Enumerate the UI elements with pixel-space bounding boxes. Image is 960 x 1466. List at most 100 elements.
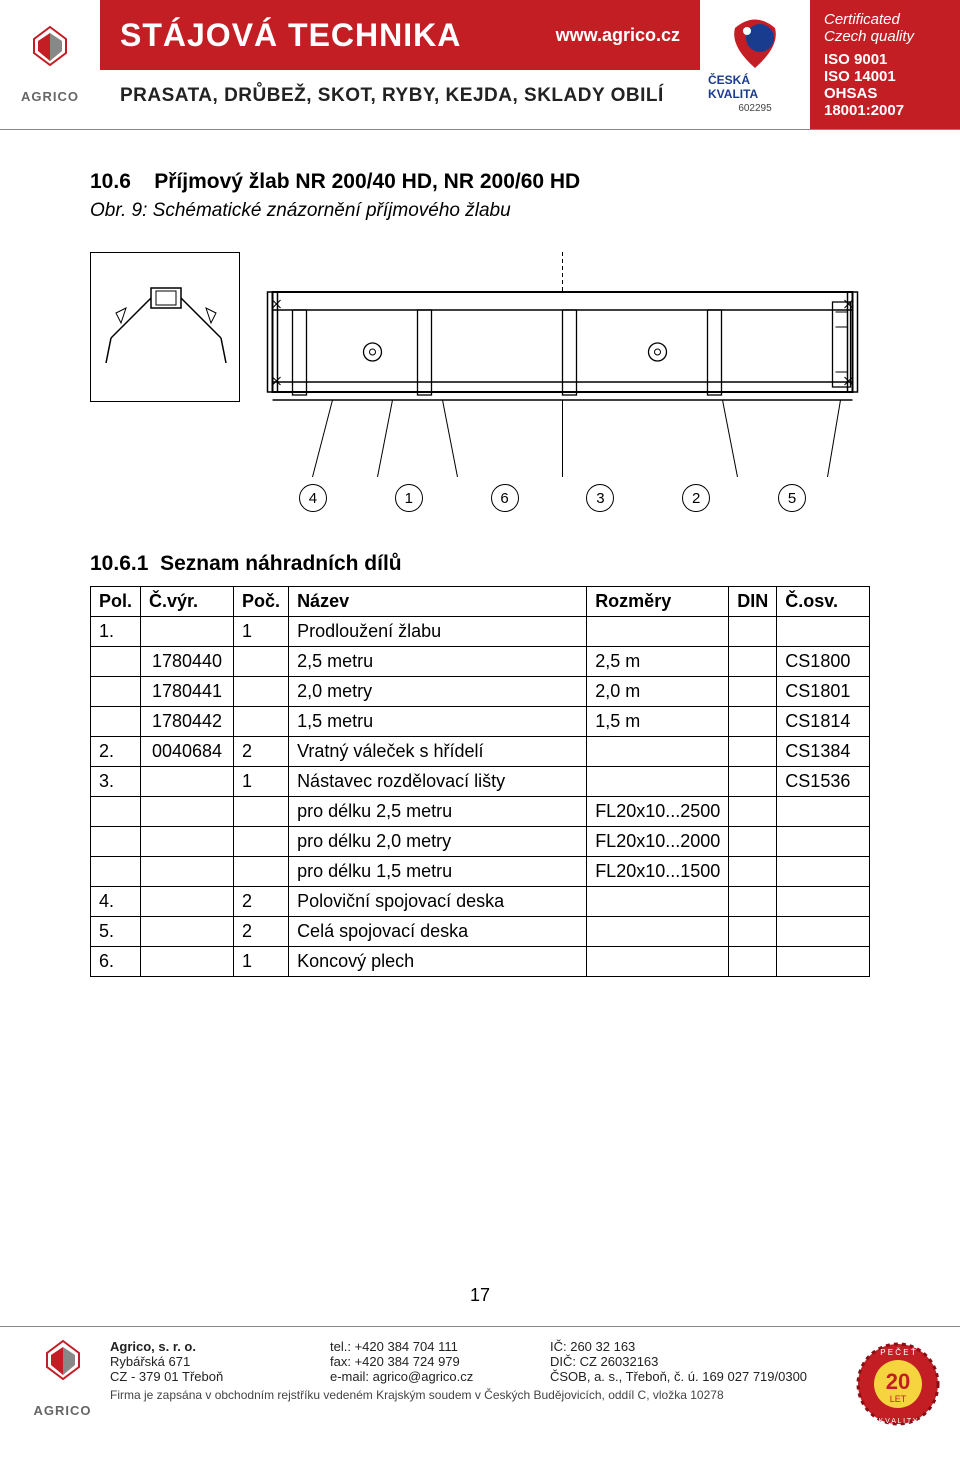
th-vyr: Č.výr.	[141, 587, 234, 617]
table-cell	[91, 797, 141, 827]
quality-badge: ČESKÁ KVALITA 602295	[700, 0, 810, 129]
table-row: 3.1Nástavec rozdělovací lištyCS1536	[91, 767, 870, 797]
table-cell: 3.	[91, 767, 141, 797]
cert-line1: Certificated	[824, 11, 946, 28]
cert-iso1: ISO 9001	[824, 51, 946, 68]
table-cell	[91, 677, 141, 707]
svg-text:K V A L I T Y: K V A L I T Y	[878, 1418, 917, 1425]
parts-table: Pol. Č.výr. Poč. Název Rozměry DIN Č.osv…	[90, 586, 870, 977]
diagram-area: 4 1 6 3 2 5	[90, 252, 870, 512]
table-cell	[729, 647, 777, 677]
parts-tbody: 1.1Prodloužení žlabu17804402,5 metru2,5 …	[91, 617, 870, 977]
table-cell: 0040684	[141, 737, 234, 767]
table-cell: 1780440	[141, 647, 234, 677]
subsection-num: 10.6.1	[90, 552, 148, 575]
table-cell: CS1384	[777, 737, 870, 767]
table-cell: 4.	[91, 887, 141, 917]
table-cell: pro délku 1,5 metru	[289, 857, 587, 887]
table-cell: 2,5 m	[587, 647, 729, 677]
footer-addr1: Rybářská 671	[110, 1354, 190, 1369]
footer-columns: Agrico, s. r. o. Rybářská 671 CZ - 379 0…	[110, 1339, 850, 1402]
quality-label: ČESKÁ KVALITA	[708, 73, 802, 101]
czech-quality-icon	[725, 16, 785, 71]
table-cell: 2,0 metry	[289, 677, 587, 707]
page-number: 17	[0, 1285, 960, 1306]
cert-iso4: 18001:2007	[824, 102, 946, 119]
table-cell: Poloviční spojovací deska	[289, 887, 587, 917]
footer-brand-text: AGRICO	[34, 1403, 92, 1418]
figure-caption: Obr. 9: Schématické znázornění příjmovéh…	[90, 200, 870, 222]
table-cell	[141, 857, 234, 887]
table-cell: pro délku 2,0 metry	[289, 827, 587, 857]
table-cell: 1	[234, 947, 289, 977]
diagram-cross-section	[90, 252, 240, 402]
table-cell	[234, 857, 289, 887]
table-cell	[234, 827, 289, 857]
banner-title: STÁJOVÁ TECHNIKA	[120, 17, 461, 54]
brand-logo-box: AGRICO	[0, 0, 100, 129]
table-row: 17804412,0 metry2,0 mCS1801	[91, 677, 870, 707]
page-content: 10.6 Příjmový žlab NR 200/40 HD, NR 200/…	[0, 130, 960, 977]
callout-row: 4 1 6 3 2 5	[255, 484, 870, 512]
table-cell	[777, 857, 870, 887]
table-cell: CS1800	[777, 647, 870, 677]
table-cell	[587, 737, 729, 767]
table-cell: 1,5 metru	[289, 707, 587, 737]
footer-col-ids: IČ: 260 32 163 DIČ: CZ 26032163 ČSOB, a.…	[550, 1339, 850, 1384]
table-cell	[141, 947, 234, 977]
table-cell: 1,5 m	[587, 707, 729, 737]
callout-2: 2	[682, 484, 710, 512]
th-naz: Název	[289, 587, 587, 617]
cert-box: Certificated Czech quality ISO 9001 ISO …	[810, 0, 960, 129]
th-poc: Poč.	[234, 587, 289, 617]
table-row: pro délku 2,5 metruFL20x10...2500	[91, 797, 870, 827]
table-cell	[729, 737, 777, 767]
th-roz: Rozměry	[587, 587, 729, 617]
table-cell: 2	[234, 887, 289, 917]
callout-5: 5	[778, 484, 806, 512]
table-cell	[587, 917, 729, 947]
table-cell	[91, 857, 141, 887]
table-cell	[729, 677, 777, 707]
table-cell	[587, 617, 729, 647]
th-pol: Pol.	[91, 587, 141, 617]
footer-logo-box: AGRICO	[15, 1339, 110, 1418]
table-cell	[234, 647, 289, 677]
page-footer: AGRICO Agrico, s. r. o. Rybářská 671 CZ …	[0, 1326, 960, 1466]
table-cell: 1	[234, 617, 289, 647]
table-row: 1.1Prodloužení žlabu	[91, 617, 870, 647]
footer-col-contact: tel.: +420 384 704 111 fax: +420 384 724…	[330, 1339, 520, 1384]
cert-line2: Czech quality	[824, 28, 946, 45]
table-cell	[234, 707, 289, 737]
table-cell: Celá spojovací deska	[289, 917, 587, 947]
table-row: 17804402,5 metru2,5 mCS1800	[91, 647, 870, 677]
table-cell	[234, 797, 289, 827]
table-cell	[777, 797, 870, 827]
th-osv: Č.osv.	[777, 587, 870, 617]
footer-email: e-mail: agrico@agrico.cz	[330, 1369, 473, 1384]
table-cell	[729, 857, 777, 887]
footer-bank: ČSOB, a. s., Třeboň, č. ú. 169 027 719/0…	[550, 1369, 807, 1384]
table-row: 2.00406842Vratný váleček s hřídelíCS1384	[91, 737, 870, 767]
table-row: pro délku 1,5 metruFL20x10...1500	[91, 857, 870, 887]
quality-number: 602295	[738, 103, 771, 114]
table-cell: 2,0 m	[587, 677, 729, 707]
brand-text: AGRICO	[21, 89, 79, 104]
table-row: 5.2Celá spojovací deska	[91, 917, 870, 947]
table-cell	[729, 707, 777, 737]
table-cell: 1780441	[141, 677, 234, 707]
table-row: 4. 2Poloviční spojovací deska	[91, 887, 870, 917]
table-cell	[729, 617, 777, 647]
table-cell: CS1814	[777, 707, 870, 737]
table-cell	[91, 827, 141, 857]
table-cell: FL20x10...2000	[587, 827, 729, 857]
subsection-title: 10.6.1 Seznam náhradních dílů	[90, 552, 870, 576]
table-cell: Koncový plech	[289, 947, 587, 977]
table-cell: pro délku 2,5 metru	[289, 797, 587, 827]
table-cell: 1.	[91, 617, 141, 647]
table-cell	[729, 767, 777, 797]
header-title-box: STÁJOVÁ TECHNIKA www.agrico.cz PRASATA, …	[100, 0, 700, 129]
table-row: 17804421,5 metru1,5 mCS1814	[91, 707, 870, 737]
table-cell	[777, 617, 870, 647]
section-title: 10.6 Příjmový žlab NR 200/40 HD, NR 200/…	[90, 170, 870, 194]
